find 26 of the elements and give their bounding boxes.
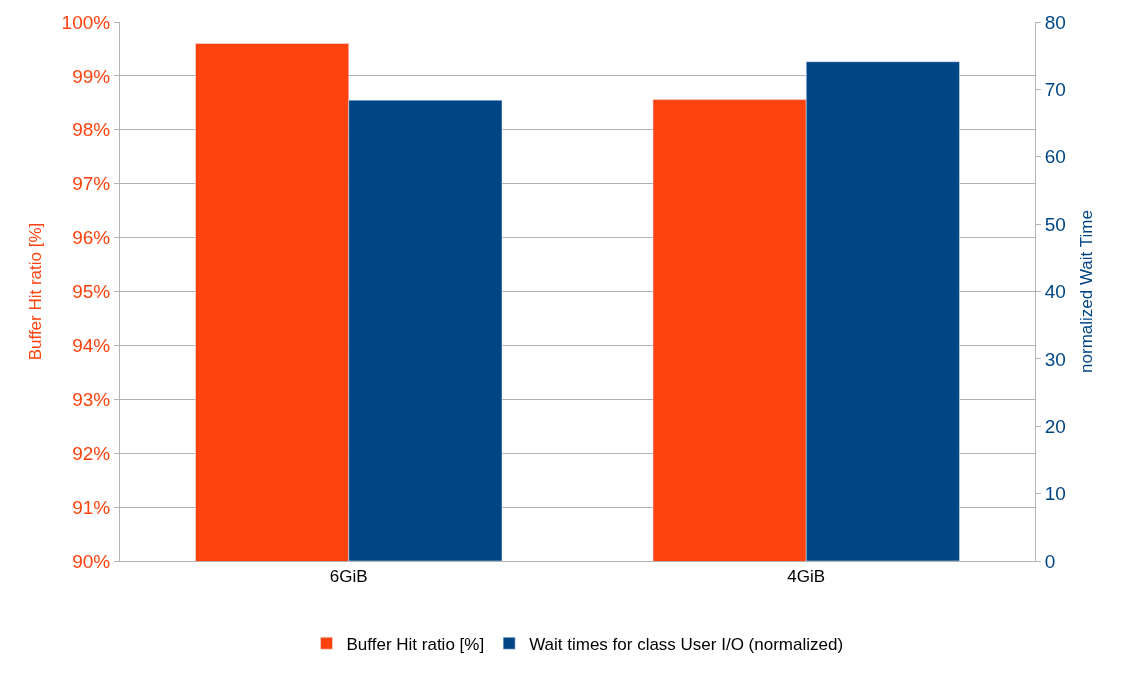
y2-tick-label: 0 [1044,550,1056,572]
legend-label: Wait times for class User I/O (normalized) [529,634,844,654]
y2-tick-label: 10 [1044,483,1066,505]
x-tick-label: 6GiB [329,567,368,587]
y-tick-label: 98% [72,119,111,141]
y2-tick-label: 50 [1044,213,1066,235]
y-tick-label: 96% [72,227,111,249]
y2-tick-label: 80 [1044,11,1066,33]
y-tick-label: 95% [72,281,111,303]
legend-label: Buffer Hit ratio [%] [346,634,485,654]
y2-axis-title: normalized Wait Time [1077,210,1097,373]
y2-tick-label: 70 [1044,79,1066,101]
y-tick-label: 90% [72,550,111,572]
y2-tick-label: 60 [1044,146,1066,168]
y-tick-label: 94% [72,335,111,357]
x-tick-label: 4GiB [787,567,826,587]
y-tick-label: 99% [72,65,111,87]
y-tick-label: 100% [61,11,111,33]
y2-tick-label: 40 [1044,281,1066,303]
y-axis-title: Buffer Hit ratio [%] [26,222,46,361]
y2-tick-label: 30 [1044,348,1066,370]
y2-tick-label: 20 [1044,415,1066,437]
y-tick-label: 92% [72,442,111,464]
y-tick-label: 93% [72,388,111,410]
y-tick-label: 97% [72,173,111,195]
y-tick-label: 91% [72,496,111,518]
